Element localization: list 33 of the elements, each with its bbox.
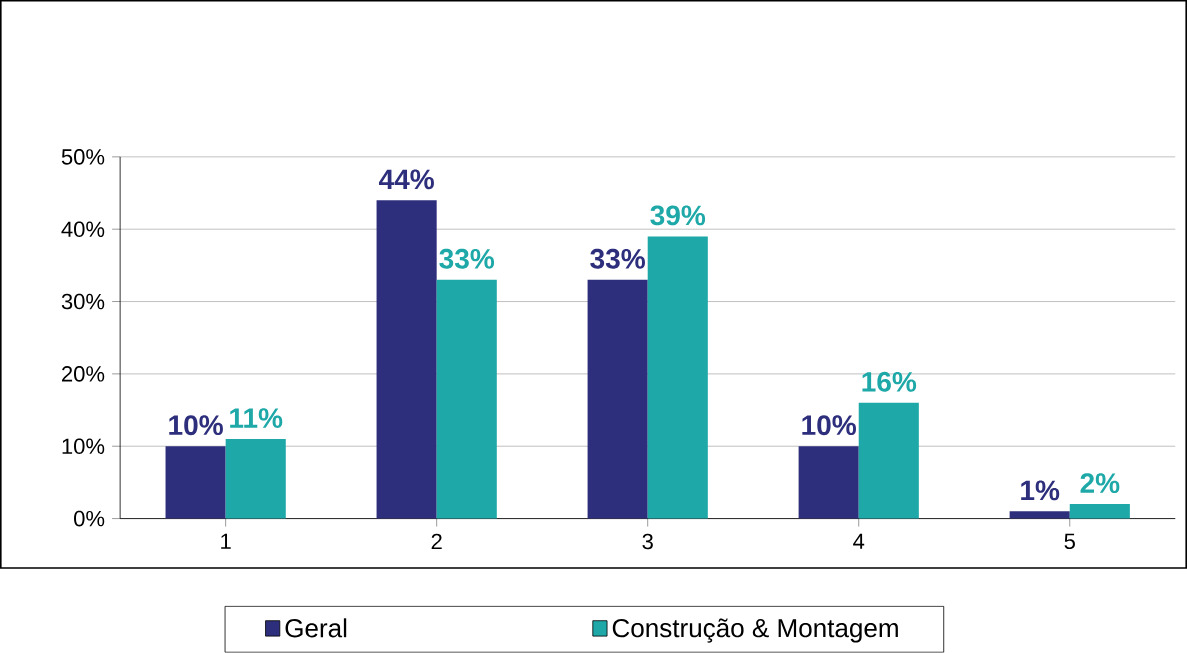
data-label: 39% xyxy=(650,205,706,226)
y-tick-label: 10% xyxy=(62,438,105,455)
x-tick-label: 4 xyxy=(853,533,865,550)
bar xyxy=(376,200,437,519)
data-label: 11% xyxy=(230,408,283,429)
data-label: 33% xyxy=(439,249,495,269)
legend-label: Geral xyxy=(285,618,347,638)
x-tick-label: 3 xyxy=(642,533,653,550)
data-label: 1% xyxy=(1021,480,1060,501)
data-label: 44% xyxy=(378,169,434,190)
bar xyxy=(1069,504,1130,519)
y-tick-label: 50% xyxy=(61,149,105,165)
bar xyxy=(587,280,648,519)
bar xyxy=(225,439,286,519)
data-label: 33% xyxy=(590,249,645,269)
x-tick-label: 2 xyxy=(431,533,442,550)
x-tick-label: 5 xyxy=(1064,533,1075,550)
y-tick-label: 0% xyxy=(74,510,105,527)
bar xyxy=(647,236,708,519)
y-tick-label: 30% xyxy=(61,293,105,310)
data-label: 10% xyxy=(802,415,856,436)
data-label: 16% xyxy=(862,372,917,392)
legend-label: Construção & Montagem xyxy=(612,618,898,643)
bar xyxy=(436,280,497,519)
data-label: 2% xyxy=(1080,473,1120,494)
bar xyxy=(858,403,919,519)
bar xyxy=(1009,511,1070,519)
data-label: 10% xyxy=(169,415,223,436)
bar xyxy=(165,446,226,519)
x-tick-label: 1 xyxy=(221,533,231,550)
y-tick-label: 40% xyxy=(61,221,105,238)
bar xyxy=(798,446,859,519)
y-tick-label: 20% xyxy=(62,366,105,382)
